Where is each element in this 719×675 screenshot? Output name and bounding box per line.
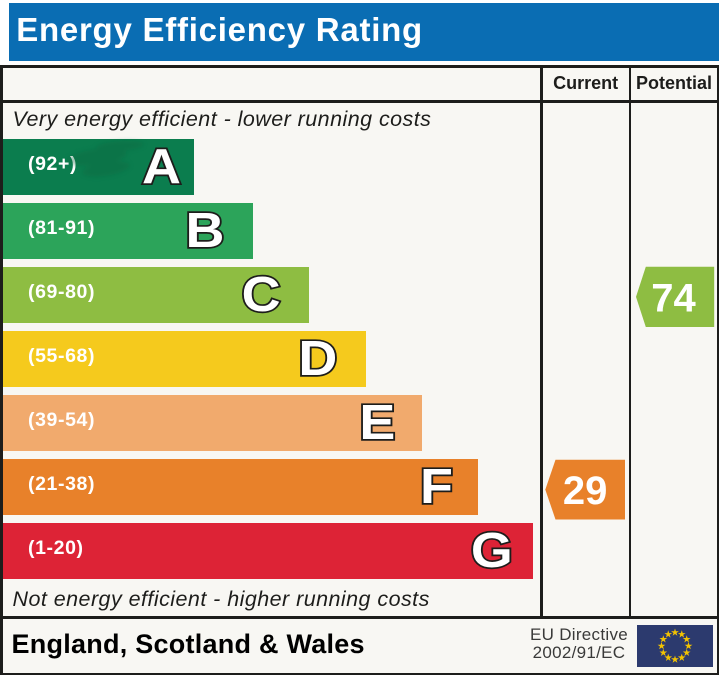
svg-text:A: A bbox=[142, 138, 181, 193]
svg-text:D: D bbox=[298, 330, 337, 385]
svg-text:C: C bbox=[242, 266, 281, 321]
svg-text:29: 29 bbox=[563, 469, 608, 513]
svg-text:E: E bbox=[359, 394, 395, 449]
svg-text:B: B bbox=[185, 202, 224, 257]
svg-text:G: G bbox=[471, 522, 513, 577]
svg-text:F: F bbox=[420, 458, 453, 513]
svg-text:74: 74 bbox=[651, 276, 696, 320]
